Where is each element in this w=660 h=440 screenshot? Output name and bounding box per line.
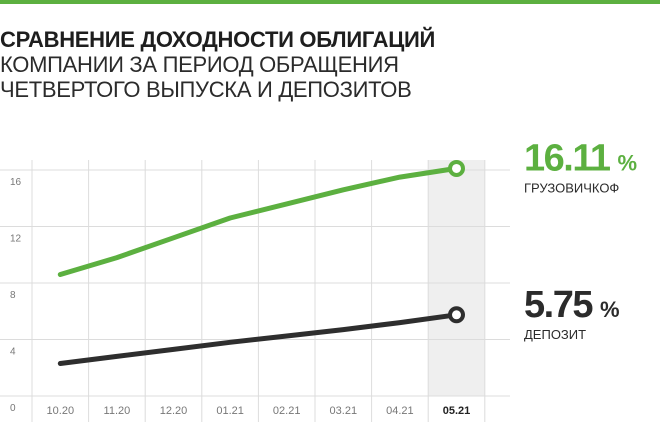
x-tick-label: 02.21 bbox=[273, 405, 301, 417]
highlight-band bbox=[428, 160, 485, 396]
x-tick-label: 12.20 bbox=[160, 405, 188, 417]
x-tick-label: 01.21 bbox=[216, 405, 244, 417]
x-tick-label: 03.21 bbox=[330, 405, 358, 417]
series-end-value: 5.75% bbox=[524, 284, 619, 326]
title-line-2: КОМПАНИИ ЗА ПЕРИОД ОБРАЩЕНИЯ bbox=[0, 52, 399, 77]
series-line bbox=[57, 312, 459, 366]
y-tick-label: 8 bbox=[10, 290, 16, 301]
series-end-marker bbox=[448, 306, 465, 324]
y-tick-label: 16 bbox=[10, 177, 22, 188]
x-tick-label: 05.21 bbox=[443, 405, 471, 417]
series-name-label: ДЕПОЗИТ bbox=[524, 327, 586, 342]
series-layer bbox=[57, 159, 465, 366]
end-labels-layer: 16.11 %ГРУЗОВИЧКОФ 5.75 %ДЕПОЗИТ bbox=[524, 137, 638, 342]
series-end-marker bbox=[448, 159, 465, 177]
series-end-value: 16.11% bbox=[524, 137, 637, 179]
title-line-3: ЧЕТВЕРТОГО ВЫПУСКА И ДЕПОЗИТОВ bbox=[0, 77, 412, 102]
top-accent-bar bbox=[0, 0, 660, 4]
y-tick-label: 4 bbox=[10, 347, 16, 358]
series-line bbox=[57, 165, 459, 277]
x-axis-ticks: 10.20 11.20 12.20 01.21 02.21 03.21 04.21 05.21 bbox=[47, 405, 471, 417]
y-axis-ticks: 0 4 8 12 16 bbox=[10, 177, 22, 414]
series-end-unit: % bbox=[618, 150, 637, 175]
y-tick-label: 0 bbox=[10, 403, 16, 414]
series-name-label: ГРУЗОВИЧКОФ bbox=[524, 180, 619, 195]
x-tick-label: 10.20 bbox=[47, 405, 75, 417]
highlight-band-layer bbox=[428, 160, 485, 396]
x-tick-label: 04.21 bbox=[386, 405, 414, 417]
x-tick-label: 11.20 bbox=[104, 405, 131, 417]
chart-title: СРАВНЕНИЕ ДОХОДНОСТИ ОБЛИГАЦИЙ КОМПАНИИ … bbox=[0, 27, 435, 102]
title-line-1: СРАВНЕНИЕ ДОХОДНОСТИ ОБЛИГАЦИЙ bbox=[0, 27, 435, 52]
grid-layer bbox=[0, 160, 510, 422]
series-end-unit: % bbox=[600, 297, 619, 322]
y-tick-label: 12 bbox=[10, 234, 22, 245]
